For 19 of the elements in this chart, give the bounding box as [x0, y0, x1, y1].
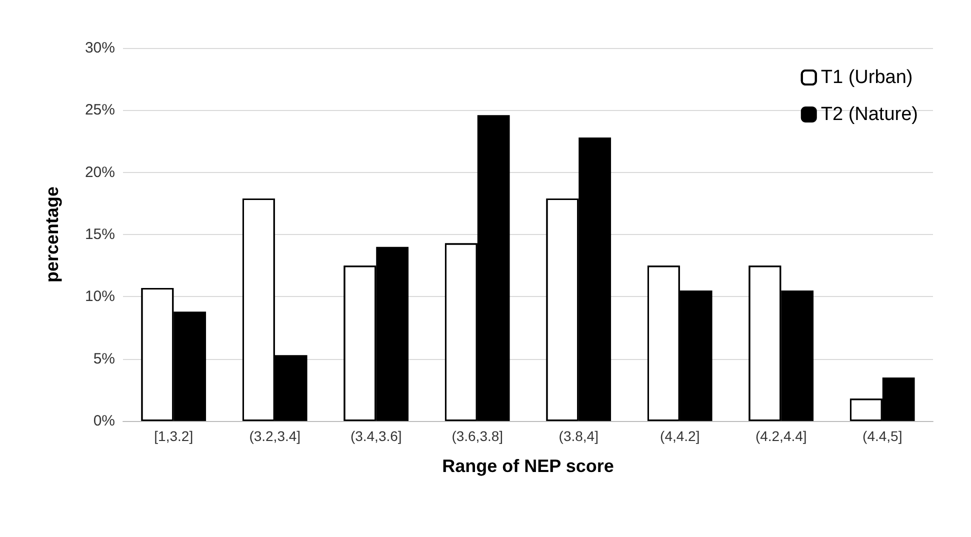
y-tick-label: 20% — [84, 164, 115, 181]
x-tick-label: (3.6,3.8] — [452, 428, 504, 444]
y-tick-label: 30% — [84, 40, 115, 56]
x-tick-label: [1,3.2] — [154, 428, 194, 444]
y-tick-label: 25% — [84, 102, 115, 119]
legend-label: T2 (Nature) — [820, 104, 918, 125]
x-tick-label: (3.4,3.6] — [350, 428, 402, 444]
x-tick-label: (3.2,3.4] — [249, 428, 301, 444]
legend-label: T1 (Urban) — [820, 67, 913, 88]
y-axis-title: percentage — [42, 186, 62, 283]
x-tick-label: (4.4,5] — [862, 428, 902, 444]
x-tick-label: (3.8,4] — [558, 428, 598, 444]
x-tick-label: (4,4.2] — [660, 428, 700, 444]
y-tick-label: 0% — [93, 412, 115, 430]
x-axis-title: Range of NEP score — [442, 456, 614, 476]
x-tick-label: (4.2,4.4] — [755, 428, 807, 444]
y-tick-label: 10% — [84, 288, 115, 306]
y-tick-label: 15% — [84, 226, 115, 243]
y-tick-label: 5% — [93, 350, 115, 368]
